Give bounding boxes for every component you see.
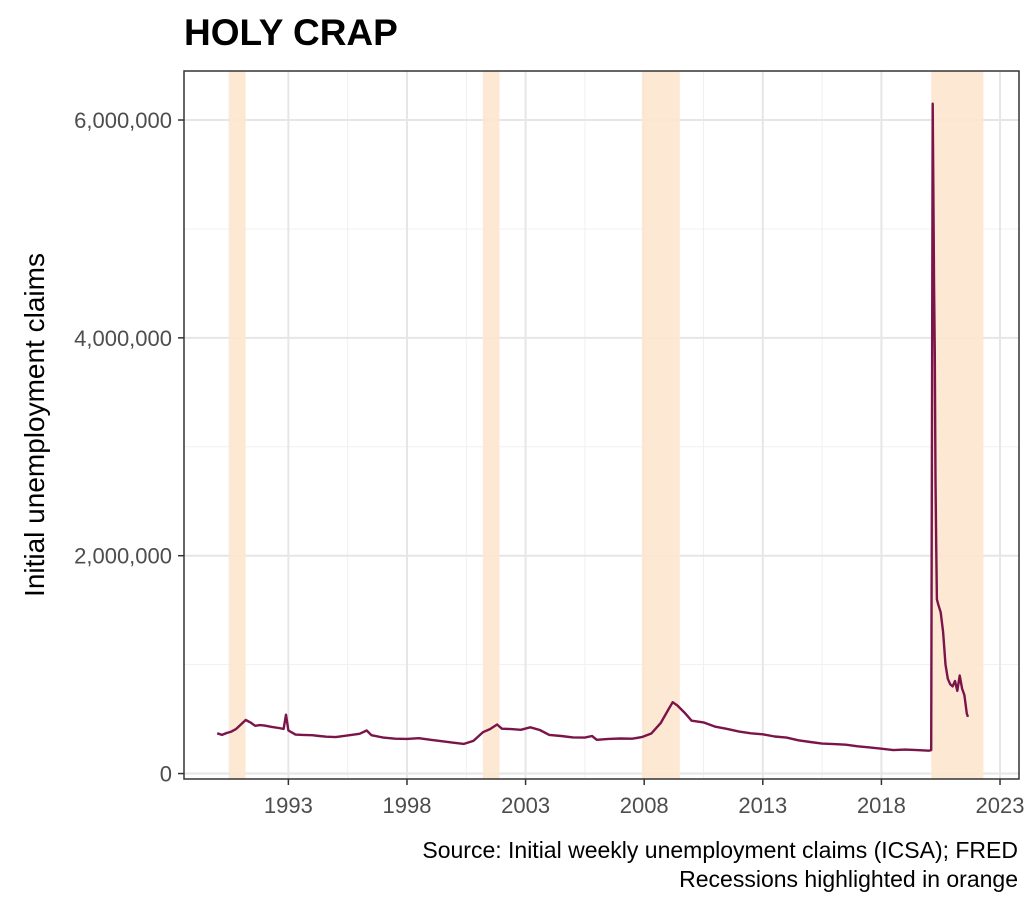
x-tick-label: 2023: [976, 793, 1025, 818]
recession-band: [482, 71, 500, 779]
x-tick-label: 2013: [738, 793, 787, 818]
chart-title: HOLY CRAP: [184, 12, 398, 53]
chart-caption: Source: Initial weekly unemployment clai…: [422, 836, 1018, 894]
caption-source: Source: Initial weekly unemployment clai…: [422, 837, 1018, 863]
x-tick-label: 1998: [383, 793, 432, 818]
y-tick-label: 6,000,000: [74, 108, 172, 133]
plot-background: [184, 71, 1019, 779]
x-tick-label: 2018: [857, 793, 906, 818]
x-tick-label: 2008: [620, 793, 669, 818]
y-tick-label: 2,000,000: [74, 544, 172, 569]
caption-note: Recessions highlighted in orange: [679, 866, 1018, 892]
y-tick-label: 0: [160, 762, 172, 787]
y-tick-label: 4,000,000: [74, 326, 172, 351]
x-tick-label: 1993: [264, 793, 313, 818]
recession-band: [229, 71, 246, 779]
recession-band: [931, 71, 984, 779]
x-tick-label: 2003: [501, 793, 550, 818]
plot-border: [183, 70, 1020, 780]
series-line: [216, 102, 970, 752]
recession-band: [641, 71, 680, 779]
